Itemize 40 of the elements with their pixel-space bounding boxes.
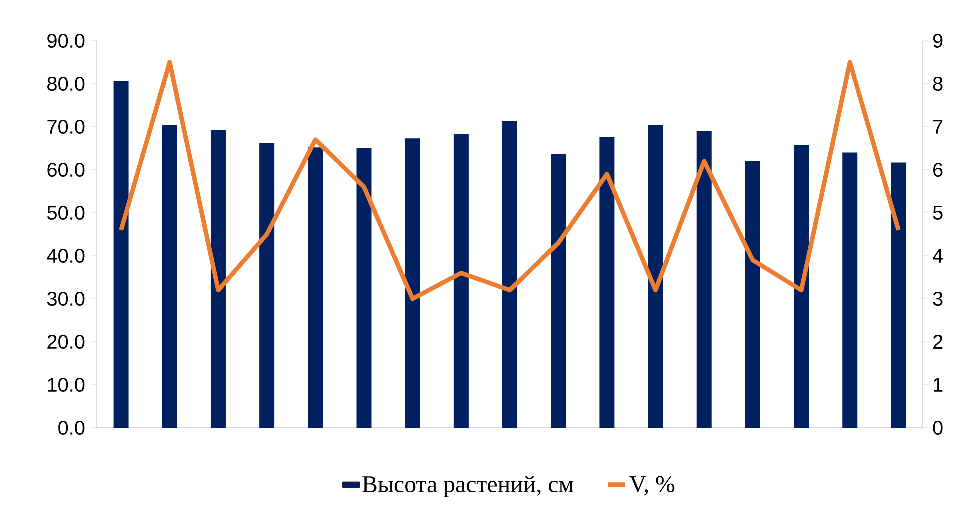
- y-tick-label: 30.0: [47, 292, 85, 306]
- y-tick-label: 50.0: [47, 206, 85, 220]
- bar: [551, 154, 566, 428]
- y2-tick-label: 1: [934, 378, 943, 392]
- bar: [502, 120, 518, 428]
- y-tick-label: 90.0: [48, 34, 85, 48]
- y-tick-label: 40.0: [47, 248, 85, 264]
- bar: [260, 143, 275, 428]
- bar: [405, 138, 420, 428]
- bar: [794, 145, 810, 428]
- bar: [600, 137, 615, 428]
- bar: [210, 130, 226, 428]
- bar: [162, 125, 178, 428]
- y-tick-label: 10.0: [48, 378, 85, 392]
- legend-label: Высота растений, см: [362, 476, 574, 498]
- legend-label: V, %: [630, 476, 675, 496]
- y2-tick-label: 8: [933, 76, 943, 92]
- bar: [356, 148, 372, 428]
- bar: [745, 161, 760, 428]
- bar: [842, 152, 858, 428]
- y2-tick-label: 3: [933, 292, 943, 306]
- y2-tick-label: 7: [934, 120, 943, 134]
- y2-tick-label: 4: [932, 249, 944, 263]
- bar: [114, 80, 129, 428]
- bar: [308, 148, 324, 428]
- y2-tick-label: 6: [934, 162, 943, 178]
- y2-tick-label: 9: [933, 34, 943, 48]
- y-tick-label: 70.0: [48, 120, 85, 134]
- y2-tick-label: 5: [933, 206, 943, 220]
- bar: [454, 134, 469, 428]
- bar: [891, 162, 906, 428]
- line-series: [119, 60, 901, 302]
- y2-tick-label: 0: [933, 420, 943, 436]
- bar: [696, 131, 712, 428]
- y-tick-label: 20.0: [48, 334, 85, 350]
- y-tick-label: 60.0: [48, 162, 85, 178]
- y-tick-label: 0.0: [58, 420, 85, 436]
- y2-tick-label: 2: [934, 335, 943, 349]
- y-tick-label: 80.0: [48, 76, 85, 92]
- bar: [648, 125, 664, 428]
